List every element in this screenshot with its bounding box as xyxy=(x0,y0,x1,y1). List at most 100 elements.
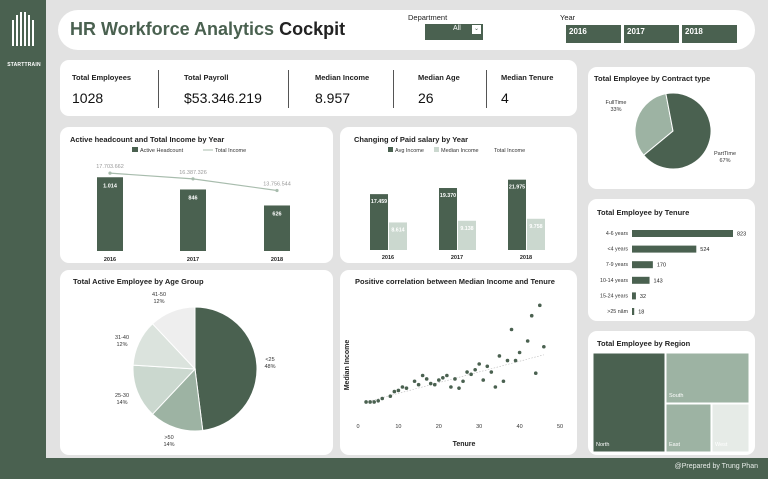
headcount-title: Active headcount and Total Income by Yea… xyxy=(70,135,225,144)
headcount-card: Active headcount and Total Income by Yea… xyxy=(60,127,333,263)
bar-tenure xyxy=(632,230,733,237)
point-total-income xyxy=(108,171,112,175)
kpi-median-age: Median Age 26 xyxy=(418,73,460,106)
label-total-income: 13.756.544 xyxy=(263,181,291,187)
scatter-point xyxy=(501,379,506,384)
tenure-card: Total Employee by Tenure 4-6 years 823 <4 … xyxy=(588,199,755,321)
department-dropdown[interactable]: All ⌄ xyxy=(425,24,483,40)
pie-label-age: 31-40 xyxy=(115,335,129,341)
tenure-category-label: 7-9 years xyxy=(606,262,628,268)
x-axis-label: Tenure xyxy=(453,441,476,448)
bar-median-income xyxy=(527,218,545,250)
chevron-down-icon[interactable]: ⌄ xyxy=(472,25,481,34)
scatter-point xyxy=(513,358,518,363)
pie-label-age: 41-50 xyxy=(152,292,166,298)
treemap-label: East xyxy=(669,442,680,448)
scatter-point xyxy=(461,379,465,384)
bar-label-median-income: 8.614 xyxy=(391,227,404,233)
age-title: Total Active Employee by Age Group xyxy=(73,277,204,286)
x-tick-label: 2018 xyxy=(520,255,532,261)
pie-pct-age: 12% xyxy=(116,342,127,348)
bar-median-income xyxy=(389,222,407,250)
tenure-category-label: 10-14 years xyxy=(600,278,628,284)
scatter-point xyxy=(437,378,441,382)
pie-label-age: <25 xyxy=(265,357,274,363)
logo-text: STARTTRAIN xyxy=(7,62,41,68)
region-chart: North South East West xyxy=(592,352,750,453)
tenure-title: Total Employee by Tenure xyxy=(597,208,690,217)
correlation-title: Positive correlation between Median Inco… xyxy=(355,277,555,286)
bar-label-tenure: 32 xyxy=(640,294,646,300)
tenure-category-label: 15-24 years xyxy=(600,293,628,299)
region-card: Total Employee by Region North South East W… xyxy=(588,331,755,455)
pie-slice-age xyxy=(132,364,197,415)
tenure-category-label: >25 năm xyxy=(607,309,628,315)
kpi-divider xyxy=(288,70,289,108)
bar-label-headcount: 846 xyxy=(188,195,197,201)
pie-slice-age xyxy=(194,306,258,432)
trend-line xyxy=(366,354,544,403)
pie-slice-contract xyxy=(634,93,674,156)
treemap-label: West xyxy=(715,442,728,448)
scatter-point xyxy=(493,385,498,389)
bar-label-median-income: 9.138 xyxy=(460,226,473,232)
pie-pct-age: 14% xyxy=(116,400,127,406)
scatter-point xyxy=(368,400,372,404)
x-tick-label: 40 xyxy=(517,424,523,430)
year-button-2016[interactable]: 2016 xyxy=(566,25,621,43)
scatter-point xyxy=(372,400,376,404)
x-tick-label: 2017 xyxy=(451,255,463,261)
scatter-point xyxy=(445,373,449,378)
x-tick-label: 30 xyxy=(476,424,482,430)
treemap-label: South xyxy=(669,393,683,399)
kpi-card: Total Employees 1028 Total Payroll $53.3… xyxy=(60,60,577,116)
kpi-divider xyxy=(486,70,487,108)
kpi-divider xyxy=(158,70,159,108)
pie-pct-fulltime: 33% xyxy=(610,107,621,113)
scatter-point xyxy=(469,372,473,377)
scatter-point xyxy=(400,385,405,389)
pie-slice-contract xyxy=(643,92,712,170)
contract-card: Total Employee by Contract type FullTime… xyxy=(588,67,755,189)
scatter-point xyxy=(509,327,514,332)
legend-label-headcount: Active Headcount xyxy=(140,148,184,154)
scatter-point xyxy=(432,382,437,387)
scatter-point xyxy=(428,381,433,386)
year-button-2018[interactable]: 2018 xyxy=(682,25,737,43)
bar-tenure xyxy=(632,261,653,269)
scatter-point xyxy=(396,388,401,393)
scatter-point xyxy=(449,385,453,389)
legend-label: Median Income xyxy=(441,148,479,154)
point-total-income xyxy=(191,177,195,181)
scatter-point xyxy=(485,364,490,369)
x-tick-label: 2018 xyxy=(271,257,283,263)
bar-avg-income xyxy=(370,194,388,250)
pie-slice-age xyxy=(151,306,196,371)
treemap-tile xyxy=(711,403,750,453)
scatter-point xyxy=(441,376,445,380)
x-tick-label: 2017 xyxy=(187,257,199,263)
scatter-point xyxy=(376,399,380,403)
scatter-point xyxy=(457,386,461,390)
bar-label-tenure: 524 xyxy=(700,247,709,253)
bar-label-tenure: 823 xyxy=(737,232,746,238)
kpi-total-payroll: Total Payroll $53.346.219 xyxy=(184,73,262,106)
scatter-point xyxy=(533,371,538,375)
scatter-point xyxy=(477,362,481,366)
pie-pct-age: 48% xyxy=(264,364,275,370)
scatter-point xyxy=(388,394,393,398)
page-title: HR Workforce Analytics Cockpit xyxy=(70,19,346,39)
region-title: Total Employee by Region xyxy=(597,339,691,348)
year-button-2017[interactable]: 2017 xyxy=(624,25,679,43)
pie-label-fulltime: FullTime xyxy=(606,100,627,106)
scatter-point xyxy=(505,358,510,363)
scatter-point xyxy=(529,313,534,318)
salary-card: Changing of Paid salary by Year Avg Inco… xyxy=(340,127,577,263)
x-tick-label: 0 xyxy=(356,424,359,430)
label-total-income: 16.387.326 xyxy=(179,170,207,176)
bar-label-avg-income: 21.975 xyxy=(509,185,525,191)
legend-label: Total Income xyxy=(494,148,525,154)
logo-icon xyxy=(12,12,34,46)
kpi-total-employees: Total Employees 1028 xyxy=(72,73,132,106)
scatter-point xyxy=(497,354,502,358)
